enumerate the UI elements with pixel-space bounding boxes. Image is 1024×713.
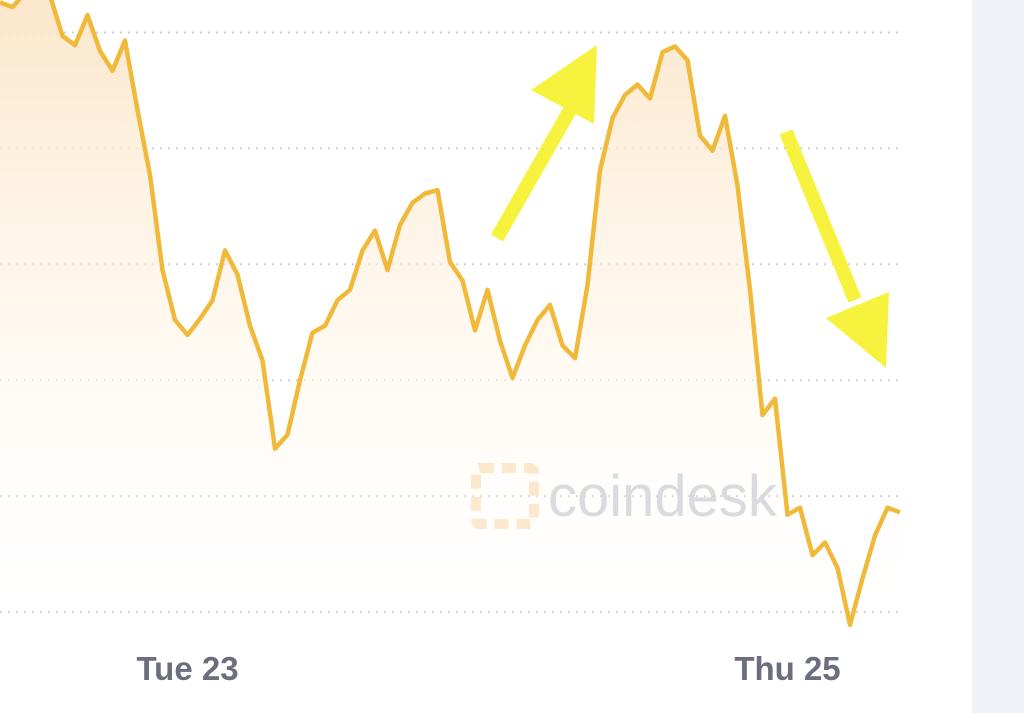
area-fill [0,0,900,641]
x-tick-label: Thu 25 [734,650,840,687]
arrow-head [826,292,889,368]
price-line [0,0,901,628]
arrow-down [779,129,889,368]
plot [0,0,901,641]
watermark: coindesk [471,463,778,529]
arrow-shaft [490,106,577,242]
x-axis: Tue 23 Thu 25 [136,650,840,687]
watermark-text: coindesk [548,464,778,529]
arrow-up [490,45,597,242]
side-panel [972,0,1024,713]
arrow-shaft [779,129,862,303]
arrow-head [531,45,597,124]
x-tick-label: Tue 23 [136,650,238,687]
watermark-logo [471,463,539,529]
